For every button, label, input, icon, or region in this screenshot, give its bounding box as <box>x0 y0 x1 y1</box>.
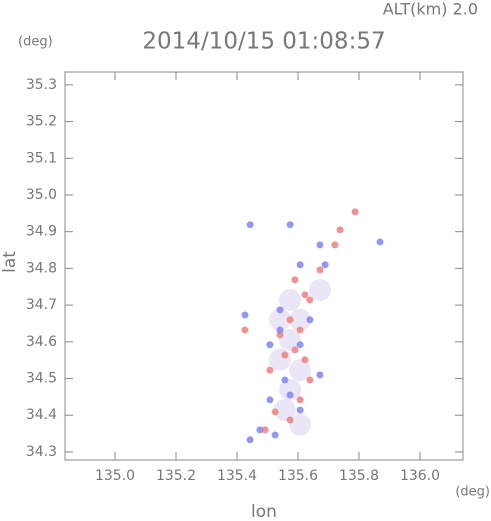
y-tick-label: 34.9 <box>26 224 57 240</box>
x-unit: (deg) <box>455 485 490 500</box>
point <box>376 238 384 246</box>
point <box>281 376 289 384</box>
subtitle: ALT(km) 2.0 <box>383 0 478 19</box>
point <box>261 426 269 434</box>
point <box>281 351 289 359</box>
point <box>296 261 304 269</box>
point <box>286 221 294 229</box>
point <box>296 341 304 349</box>
point <box>241 326 249 334</box>
point <box>301 291 309 299</box>
point <box>279 288 302 311</box>
point <box>266 396 274 404</box>
point <box>266 366 274 374</box>
y-tick-label: 34.6 <box>26 334 57 350</box>
x-tick-label: 135.8 <box>339 468 379 484</box>
point <box>316 371 324 379</box>
point <box>269 308 292 331</box>
point <box>271 408 279 416</box>
point <box>289 413 312 436</box>
point <box>279 378 302 401</box>
point <box>301 356 309 364</box>
plot-frame <box>64 71 464 461</box>
y-tick-label: 35.2 <box>26 114 57 130</box>
point <box>276 326 284 334</box>
point <box>289 308 312 331</box>
y-axis-label: lat <box>0 251 20 273</box>
point <box>246 221 254 229</box>
x-tick-label: 135.6 <box>278 468 318 484</box>
x-tick-label: 135.0 <box>95 468 135 484</box>
point <box>291 276 299 284</box>
x-tick-label: 135.4 <box>217 468 257 484</box>
x-tick-label: 136.0 <box>400 468 440 484</box>
y-tick-label: 34.3 <box>26 444 57 460</box>
point <box>336 226 344 234</box>
x-axis-label: lon <box>251 502 277 521</box>
point <box>286 316 294 324</box>
point <box>241 311 249 319</box>
point <box>306 296 314 304</box>
y-tick-label: 34.5 <box>26 371 57 387</box>
y-unit: (deg) <box>18 35 53 50</box>
point <box>289 359 312 382</box>
y-tick-label: 34.7 <box>26 297 57 313</box>
point <box>271 431 279 439</box>
point <box>273 399 296 422</box>
y-tick-label: 34.8 <box>26 260 57 276</box>
point <box>296 326 304 334</box>
point <box>279 328 302 351</box>
point <box>276 306 284 314</box>
point <box>291 346 299 354</box>
point <box>296 396 304 404</box>
point <box>316 241 324 249</box>
x-tick-label: 135.2 <box>156 468 196 484</box>
point <box>306 316 314 324</box>
point <box>296 406 304 414</box>
point <box>351 208 359 216</box>
point <box>308 279 331 302</box>
point <box>286 391 294 399</box>
point <box>286 416 294 424</box>
chart-title: 2014/10/15 01:08:57 <box>142 29 385 55</box>
point <box>246 436 254 444</box>
point <box>306 376 314 384</box>
y-tick-label: 35.1 <box>26 150 57 166</box>
point <box>256 426 264 434</box>
point <box>316 266 324 274</box>
y-tick-label: 35.3 <box>26 77 57 93</box>
y-tick-label: 35.0 <box>26 187 57 203</box>
point <box>331 241 339 249</box>
y-tick-label: 34.4 <box>26 407 57 423</box>
point <box>266 341 274 349</box>
point <box>321 261 329 269</box>
